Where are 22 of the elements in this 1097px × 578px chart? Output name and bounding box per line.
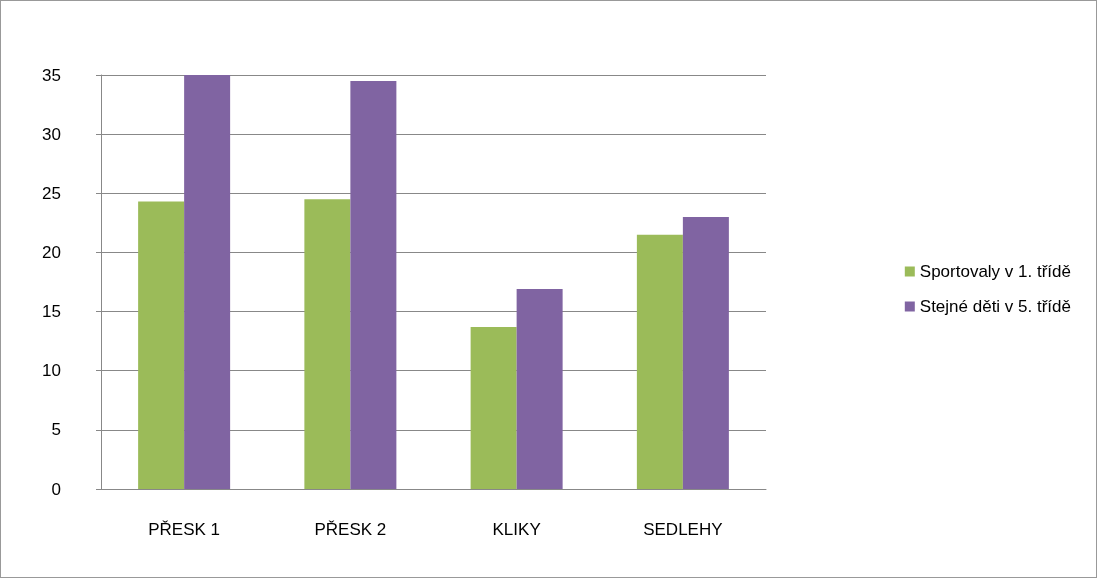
bar [350, 80, 397, 489]
x-tick-label: SEDLEHY [643, 520, 723, 539]
bar [636, 234, 683, 489]
y-tick-label: 30 [42, 124, 61, 144]
legend-label: Sportovaly v 1. třídě [919, 262, 1071, 281]
x-tick-label: KLIKY [492, 520, 541, 539]
y-tick-label: 10 [42, 361, 61, 381]
y-tick-label: 35 [42, 65, 61, 85]
y-tick-label: 0 [51, 479, 61, 499]
legend-label: Stejné děti v 5. třídě [919, 297, 1071, 316]
y-tick-label: 15 [42, 302, 61, 322]
bar [184, 75, 231, 489]
y-tick-label: 25 [42, 183, 61, 203]
bar [516, 289, 563, 489]
bar [682, 216, 729, 489]
bar [138, 201, 185, 489]
y-tick-label: 5 [51, 420, 61, 440]
x-tick-label: PŘESK 2 [314, 520, 387, 539]
x-tick-label: PŘESK 1 [148, 520, 221, 539]
bar [470, 326, 517, 489]
y-tick-label: 20 [42, 242, 61, 262]
bar [304, 199, 351, 489]
